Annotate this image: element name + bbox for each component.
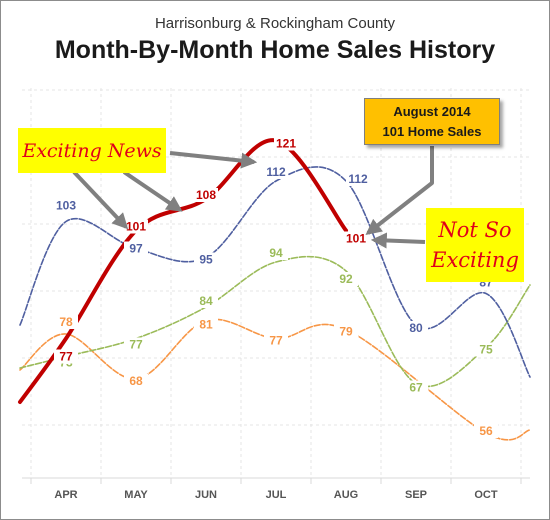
data-label-bg (194, 252, 218, 267)
data-label-bg (194, 188, 218, 202)
x-tick-label-apr: APR (54, 489, 77, 501)
data-label-bg (124, 241, 148, 256)
data-label-orange-aug: 79 (339, 325, 353, 339)
data-label-bg (194, 294, 218, 308)
exciting-news-note: Exciting News (18, 128, 166, 173)
data-label-green-jul: 94 (269, 246, 283, 260)
data-label-bg (404, 380, 428, 395)
data-label-blue-apr: 103 (56, 199, 76, 213)
x-tick-label-oct: OCT (474, 489, 498, 501)
not-so-exciting-note: Not So Exciting (426, 208, 524, 282)
data-label-red-may: 101 (126, 220, 146, 234)
series-lines (18, 138, 531, 441)
data-label-bg (264, 246, 288, 260)
data-label-bg (54, 315, 78, 329)
august-callout-box: August 2014 101 Home Sales (364, 98, 500, 145)
data-label-bg (264, 333, 288, 348)
data-label-orange-may: 68 (129, 374, 143, 388)
data-label-bg (474, 424, 498, 438)
data-label-blue-jul: 112 (266, 165, 286, 179)
data-label-green-jun: 84 (199, 294, 213, 308)
data-label-blue-sep: 80 (409, 321, 423, 335)
data-label-green-may: 77 (129, 338, 143, 352)
data-label-bg (264, 165, 288, 179)
x-axis: APR MAY JUN JUL AUG SEP OCT (22, 477, 530, 501)
data-label-bg (344, 231, 368, 246)
data-label-red-apr: 77 (59, 350, 73, 364)
data-labels: 7868817779567377849492677510397951121128… (54, 136, 498, 438)
data-label-green-sep: 67 (409, 381, 423, 395)
data-label-bg (274, 136, 298, 151)
x-tick-label-jul: JUL (266, 489, 287, 501)
data-label-bg (334, 324, 358, 339)
data-label-blue-may: 97 (129, 242, 143, 256)
data-label-orange-oct: 56 (479, 424, 493, 438)
chart-subtitle: Harrisonburg & Rockingham County (154, 15, 396, 32)
data-label-orange-jun: 81 (199, 318, 213, 332)
series-line-green (19, 255, 531, 388)
arrow-to-aug-from-note (370, 232, 426, 249)
data-label-orange-jul: 77 (269, 334, 283, 348)
data-label-bg (346, 172, 370, 186)
x-tick-label-may: MAY (124, 489, 148, 501)
arrow-to-jul (169, 151, 258, 169)
data-label-blue-jun: 95 (199, 253, 213, 267)
data-label-orange-apr: 78 (59, 315, 73, 329)
x-tick-label-jun: JUN (195, 489, 217, 501)
august-callout-sales: 101 Home Sales (382, 123, 482, 139)
data-label-bg (194, 317, 218, 332)
data-label-bg (404, 321, 428, 335)
data-label-bg (334, 272, 358, 286)
data-label-blue-aug: 112 (348, 172, 368, 186)
data-label-green-aug: 92 (339, 272, 353, 286)
data-label-red-aug: 101 (346, 232, 366, 246)
data-label-bg (54, 198, 78, 213)
data-label-green-oct: 75 (479, 343, 493, 357)
data-label-red-jun: 108 (196, 188, 216, 202)
data-label-bg (474, 342, 498, 357)
arrow-to-aug-from-box (365, 146, 434, 235)
x-tick-label-aug: AUG (334, 489, 358, 501)
data-label-bg (124, 219, 148, 234)
arrow-to-jun (122, 170, 183, 212)
series-line-orange (19, 318, 531, 441)
arrow-to-may (72, 170, 129, 230)
data-label-bg (54, 349, 78, 364)
annotation-arrows (72, 146, 434, 249)
x-tick-label-sep: SEP (405, 489, 427, 501)
data-label-bg (124, 337, 148, 352)
august-callout-month: August 2014 (393, 103, 471, 119)
data-label-bg (124, 374, 148, 388)
data-label-red-jul: 121 (276, 137, 296, 151)
chart-title: Month-By-Month Home Sales History (54, 36, 496, 64)
